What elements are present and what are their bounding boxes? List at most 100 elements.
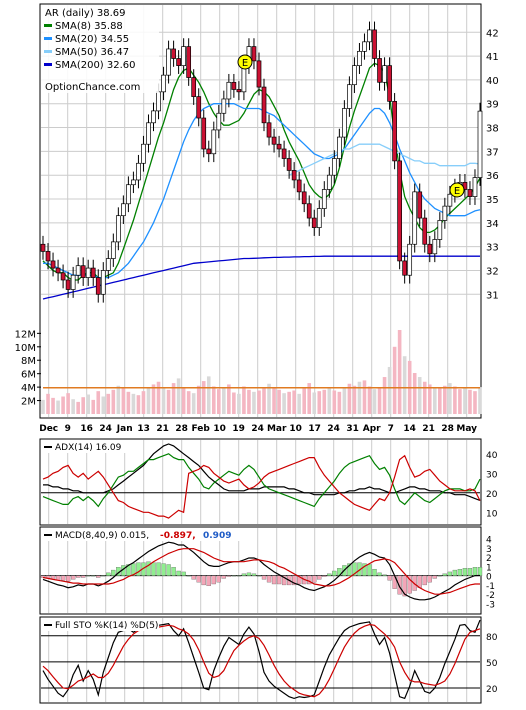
volume-bar xyxy=(242,386,246,414)
volume-bar xyxy=(453,386,457,414)
candle-body xyxy=(186,46,192,78)
candle-body xyxy=(50,260,56,269)
indicator-tick-label: 0 xyxy=(486,573,492,583)
histogram-bar xyxy=(347,563,352,576)
sma-line xyxy=(42,62,481,281)
legend-entry: SMA(50) 36.47 xyxy=(55,47,129,58)
candle-body xyxy=(377,58,382,83)
histogram-bar xyxy=(221,575,226,579)
histogram-bar xyxy=(151,562,156,576)
adx-gridlines xyxy=(41,440,480,524)
histogram-bar xyxy=(101,575,106,577)
candle-body xyxy=(447,193,453,207)
date-label: Mar xyxy=(267,424,287,434)
volume-bar xyxy=(111,389,116,414)
sma-line xyxy=(43,103,481,279)
candle-body xyxy=(75,265,81,276)
candle-body xyxy=(206,148,212,155)
histogram-bar xyxy=(442,573,447,576)
volume-bar xyxy=(427,384,432,414)
volume-bar xyxy=(282,393,286,414)
candle-body xyxy=(100,270,106,295)
candle-body xyxy=(131,179,136,186)
candle-body xyxy=(387,65,392,102)
histogram-bar xyxy=(146,561,151,576)
histogram-bar xyxy=(81,575,86,578)
volume-bar xyxy=(156,381,161,414)
volume-bar xyxy=(237,393,241,414)
candle-body xyxy=(432,239,438,255)
histogram-bar xyxy=(291,575,297,586)
legend-swatch xyxy=(44,63,52,66)
histogram-bar xyxy=(422,575,427,586)
histogram-bar xyxy=(322,575,327,577)
histogram-bar xyxy=(352,562,357,576)
volume-bar xyxy=(397,330,402,414)
volume-bar xyxy=(61,396,65,414)
legend-entry: SMA(20) 34.55 xyxy=(55,34,129,45)
volume-bar xyxy=(362,380,367,414)
candle-body xyxy=(176,58,181,66)
histogram-bar xyxy=(166,564,171,576)
candle-body xyxy=(326,174,332,190)
volume-tick-label: 8M xyxy=(21,356,36,367)
candle-body xyxy=(211,129,217,155)
candle-body xyxy=(156,91,161,112)
volume-bar xyxy=(146,387,151,414)
adx-line xyxy=(43,443,481,501)
candle-body xyxy=(40,243,46,252)
candle-body xyxy=(45,251,51,262)
price-tick-label: 32 xyxy=(486,266,499,277)
candle-body xyxy=(55,267,61,274)
volume-bar xyxy=(76,401,80,414)
legend-entry: SMA(200) 32.60 xyxy=(55,60,136,71)
candle-body xyxy=(171,48,176,59)
volume-bar xyxy=(382,377,387,414)
histogram-bar xyxy=(76,575,81,578)
volume-bar xyxy=(337,391,342,414)
candle-body xyxy=(412,191,418,245)
histogram-bar xyxy=(281,575,287,586)
volume-bar xyxy=(347,383,352,414)
candle-body xyxy=(296,179,302,193)
histogram-bar xyxy=(91,575,96,577)
candle-body xyxy=(136,162,141,181)
indicator-tick-label: 2 xyxy=(486,554,492,564)
volume-bar xyxy=(116,385,121,414)
candle-body xyxy=(115,215,121,243)
histogram-bar xyxy=(256,575,262,577)
adx-label: ADX(14) 16.09 xyxy=(55,443,122,453)
histogram-bar xyxy=(452,569,458,576)
histogram-bar xyxy=(231,575,237,577)
candle-body xyxy=(316,208,322,228)
volume-bar xyxy=(312,392,317,414)
date-label: Feb xyxy=(192,424,211,434)
histogram-bar xyxy=(417,575,422,588)
volume-bar xyxy=(448,383,452,414)
candle-body xyxy=(236,89,242,93)
candle-body xyxy=(422,217,428,245)
legend-swatch xyxy=(44,37,52,40)
volume-tick-label: 10M xyxy=(15,343,36,354)
histogram-bar xyxy=(171,567,176,576)
volume-bar xyxy=(151,384,156,414)
date-label: 10 xyxy=(289,424,302,434)
volume-bar xyxy=(377,387,382,414)
candle-body xyxy=(397,160,402,262)
candle-body xyxy=(126,184,131,205)
candle-body xyxy=(311,217,317,228)
histogram-bar xyxy=(241,573,247,576)
volume-bar xyxy=(342,388,347,414)
histogram-bar xyxy=(447,571,453,576)
indicator-tick-label: -3 xyxy=(486,601,495,611)
histogram-bar xyxy=(65,575,71,582)
indicator-tick-label: -2 xyxy=(486,591,495,601)
candle-body xyxy=(146,122,151,145)
candle-body xyxy=(407,243,413,276)
volume-bar xyxy=(422,381,427,414)
price-tick-label: 33 xyxy=(486,243,499,254)
macd-label: MACD(8,40,9) 0.015, xyxy=(55,531,149,541)
volume-bar xyxy=(166,389,171,414)
histogram-bar xyxy=(266,575,272,583)
